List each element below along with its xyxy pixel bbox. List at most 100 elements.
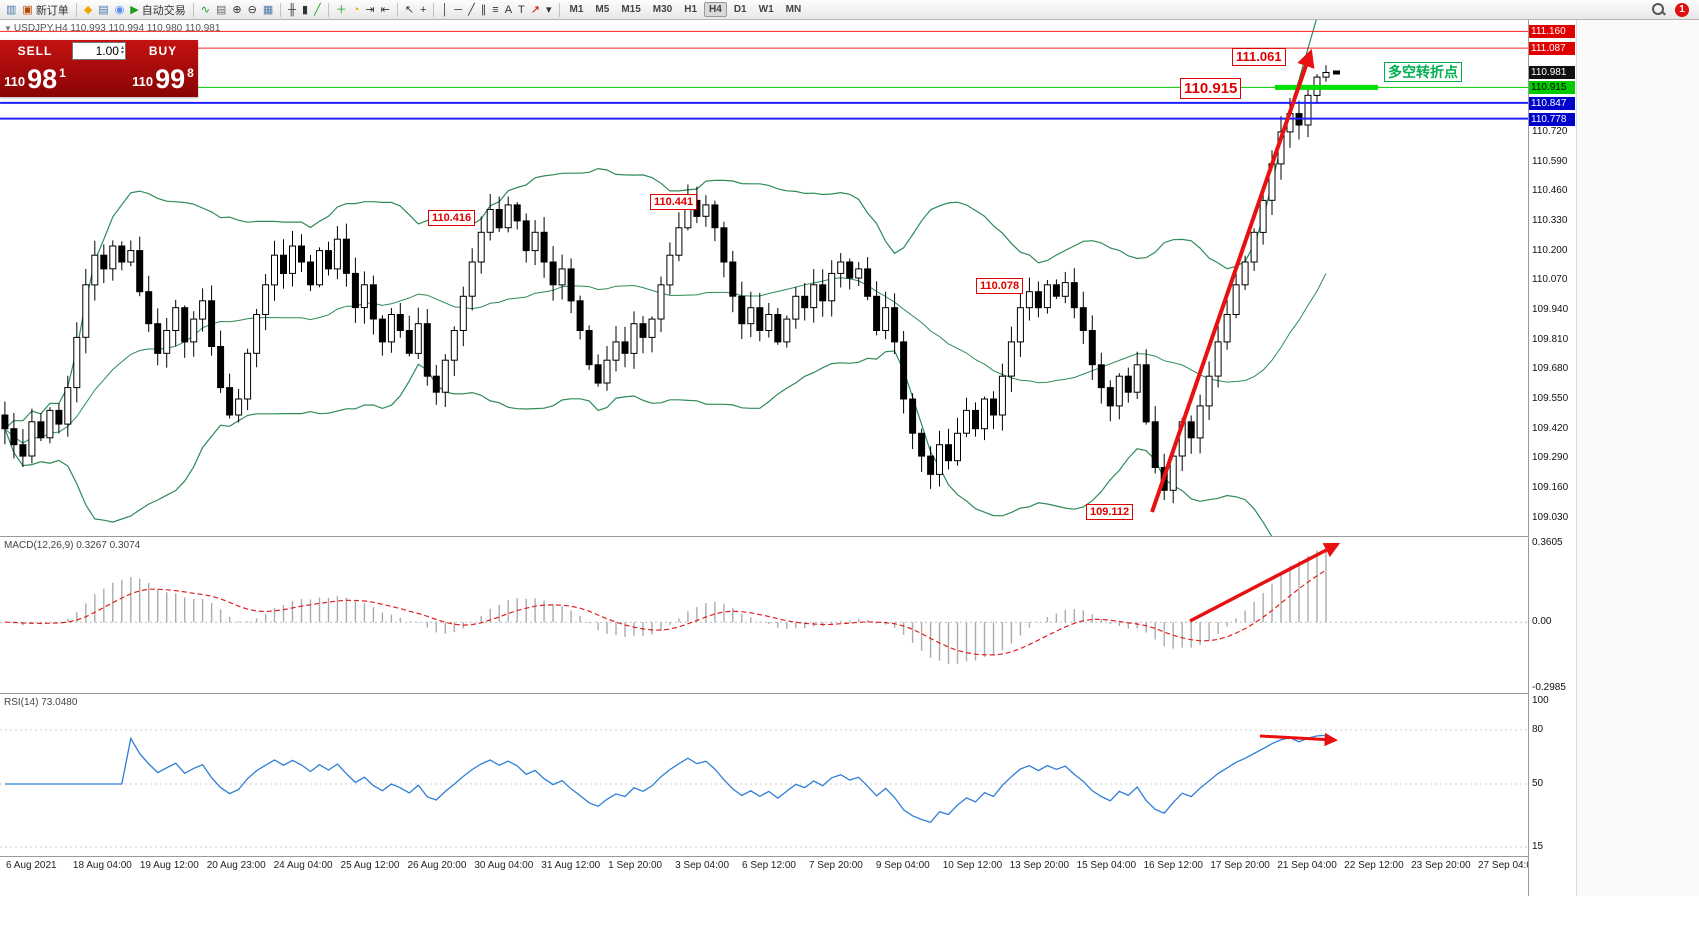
time-label: 16 Sep 12:00: [1143, 860, 1203, 871]
price-axis[interactable]: 111.160 111.087 110.981 110.915 110.847 110.7…: [1528, 20, 1576, 896]
arrows-icon-glyph: ↗: [530, 3, 540, 16]
candlestick-chart-icon[interactable]: ▮: [299, 2, 311, 18]
indicators-icon-glyph: ∿: [200, 3, 210, 16]
zoom-in-icon[interactable]: ⊕: [229, 2, 244, 18]
zoom-in-icon-glyph: ⊕: [232, 3, 242, 16]
chart-title: ▼ USDJPY,H4 110.993 110.994 110.980 110.9…: [4, 23, 220, 34]
toolbar-buttons: ▥ ▣ 新订单 ◆ ▤ ◉ ▶ 自动交易 ∿ ▤ ⊕ ⊖ ▦ ╫ ▮ ╱ ＋ ◔ ⇥ ⇤ ↖ + │ ─ ╱ ∥ ≡ A T ↗ ▾ M1 M5…: [0, 2, 807, 18]
spinner-down-icon[interactable]: ▾: [120, 50, 124, 56]
autotrading-button-glyph: ▶: [130, 3, 139, 16]
profiles-icon[interactable]: ◔: [350, 2, 363, 18]
rsi-chart[interactable]: [0, 694, 1528, 856]
candlestick-chart[interactable]: [0, 20, 1528, 536]
vertical-line-icon[interactable]: │: [438, 2, 451, 18]
tile-windows-icon[interactable]: ▦: [260, 2, 276, 18]
timeframe-m1[interactable]: M1: [569, 4, 584, 15]
alert-icon[interactable]: ◆: [81, 2, 95, 18]
rsi-panel[interactable]: RSI(14) 73.0480: [0, 693, 1528, 856]
buy-price-point: 8: [187, 66, 194, 80]
fibonacci-icon-glyph: ≡: [492, 3, 499, 16]
crosshair-icon[interactable]: +: [417, 2, 429, 18]
community-icon[interactable]: ◉: [112, 2, 128, 18]
time-label: 27 Sep 04:00: [1478, 860, 1538, 871]
macd-label: MACD(12,26,9) 0.3267 0.3074: [4, 540, 141, 551]
time-axis[interactable]: 6 Aug 2021 18 Aug 04:00 19 Aug 12:00 20 Aug…: [0, 856, 1538, 876]
vertical-line-icon-glyph: │: [441, 3, 449, 16]
timeframe-d1[interactable]: D1: [733, 4, 747, 15]
toolbar-right: 1: [1652, 2, 1699, 17]
autoscroll-icon[interactable]: ⇥: [362, 2, 377, 18]
periods-icon[interactable]: ▤: [213, 2, 229, 18]
indicators-icon[interactable]: ∿: [198, 2, 213, 18]
chevron-down-icon: ▼: [4, 24, 12, 33]
cursor-icon-glyph: ↖: [404, 3, 415, 16]
buy-price[interactable]: 110 99 8: [128, 62, 198, 97]
chart-title-text: USDJPY,H4 110.993 110.994 110.980 110.98…: [13, 23, 221, 34]
price-scale-label: 110.200: [1532, 244, 1568, 256]
cursor-icon[interactable]: ↖: [402, 2, 417, 18]
price-tag: 110.915: [1529, 81, 1575, 95]
horizontal-line-icon-glyph: ─: [454, 3, 463, 16]
sell-price[interactable]: 110 98 1: [0, 62, 70, 97]
volume-spinner[interactable]: ▴ ▾: [120, 45, 124, 56]
time-label: 18 Aug 04:00: [72, 860, 132, 871]
time-label: 15 Sep 04:00: [1076, 860, 1137, 871]
line-chart-icon[interactable]: ╱: [311, 2, 324, 18]
new-chart-icon[interactable]: ＋: [333, 2, 350, 18]
price-tag: 111.087: [1529, 42, 1575, 56]
timeframe-h4[interactable]: H4: [704, 2, 727, 17]
mailbox-icon[interactable]: ▤: [95, 2, 111, 18]
price-tag: 110.981: [1529, 66, 1575, 80]
price-scale-label: 110.460: [1532, 185, 1568, 197]
price-scale-label: 109.810: [1532, 333, 1569, 345]
zoom-out-icon[interactable]: ⊖: [245, 2, 260, 18]
profiles-icon-glyph: ◔: [352, 3, 360, 16]
timeframe-m30[interactable]: M30: [652, 4, 673, 15]
trendline-icon[interactable]: ╱: [465, 2, 478, 18]
price-scale-label: 110.720: [1532, 125, 1568, 137]
channel-icon[interactable]: ∥: [478, 2, 490, 18]
arrows-icon[interactable]: ↗: [528, 2, 543, 18]
new-order-button[interactable]: ▣ 新订单: [19, 2, 71, 18]
sell-button[interactable]: SELL: [17, 44, 53, 58]
macd-chart[interactable]: [0, 537, 1528, 693]
one-click-trading-panel: SELL 1.00 ▴ ▾ BUY 110 98 1 110 99 8: [0, 40, 198, 97]
macd-panel[interactable]: MACD(12,26,9) 0.3267 0.3074: [0, 536, 1528, 693]
channel-icon-glyph: ∥: [480, 3, 487, 16]
timeframe-w1[interactable]: W1: [758, 4, 774, 15]
toolbar-separator: [558, 2, 560, 17]
toolbar-separator: [327, 2, 329, 17]
volume-input[interactable]: 1.00 ▴ ▾: [72, 42, 126, 60]
horizontal-line-icon[interactable]: ─: [451, 2, 465, 18]
buy-button[interactable]: BUY: [148, 44, 178, 58]
sell-price-point: 1: [59, 66, 66, 80]
bar-chart-icon[interactable]: ╫: [285, 2, 299, 18]
timeframe-h1[interactable]: H1: [684, 4, 698, 15]
notification-badge[interactable]: 1: [1675, 2, 1689, 17]
buy-price-prefix: 110: [132, 74, 154, 89]
mailbox-icon-glyph: ▤: [98, 3, 109, 16]
terminal-windows-icon-glyph: ▥: [6, 3, 17, 16]
chart-area: ▼ USDJPY,H4 110.993 110.994 110.980 110.9…: [0, 20, 1538, 896]
toolbar-separator: [280, 2, 282, 17]
search-icon[interactable]: [1652, 3, 1665, 16]
price-chart-panel[interactable]: ▼ USDJPY,H4 110.993 110.994 110.980 110.9…: [0, 20, 1528, 536]
terminal-windows-icon[interactable]: ▥: [3, 2, 19, 18]
text-icon[interactable]: A: [502, 2, 515, 18]
rsi-scale-label: 80: [1532, 724, 1544, 735]
text-label-icon[interactable]: T: [515, 2, 528, 18]
timeframe-m15[interactable]: M15: [621, 4, 641, 15]
timeframe-m5[interactable]: M5: [595, 4, 610, 15]
toolbar-separator: [75, 2, 77, 17]
spinner-up-icon[interactable]: ▴: [120, 45, 124, 51]
autotrading-button[interactable]: ▶ 自动交易: [127, 2, 188, 18]
macd-scale-label: 0.3605: [1532, 537, 1563, 548]
timeframe-mn[interactable]: MN: [785, 4, 802, 15]
chart-shift-icon[interactable]: ⇤: [378, 2, 393, 18]
time-label: 25 Aug 12:00: [340, 860, 400, 871]
zoom-out-icon-glyph: ⊖: [247, 3, 257, 16]
trade-panel-gap: [70, 62, 128, 97]
shapes-dropdown-icon[interactable]: ▾: [543, 2, 555, 18]
fibonacci-icon[interactable]: ≡: [489, 2, 501, 18]
